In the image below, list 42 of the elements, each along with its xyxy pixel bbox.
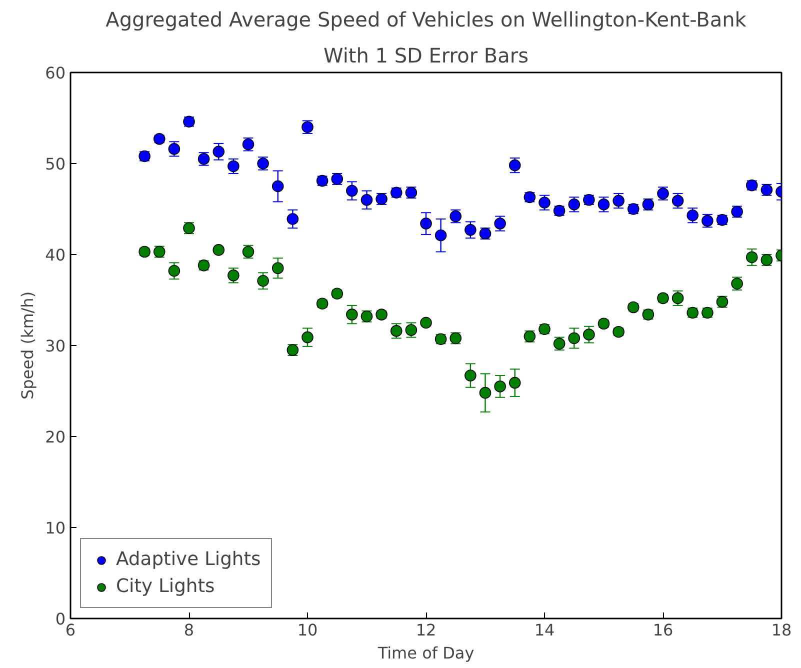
point bbox=[583, 328, 595, 340]
point bbox=[568, 332, 580, 344]
point bbox=[302, 331, 314, 344]
point bbox=[479, 386, 492, 399]
chart-subtitle: With 1 SD Error Bars bbox=[323, 44, 529, 68]
y-tick-label: 10 bbox=[45, 518, 66, 538]
y-tick-label: 60 bbox=[45, 64, 66, 82]
point bbox=[346, 184, 358, 197]
y-tick-label: 20 bbox=[45, 428, 66, 446]
point bbox=[494, 380, 506, 392]
chart-title: Aggregated Average Speed of Vehicles on Wellington-Kent-Bank bbox=[106, 8, 747, 32]
point bbox=[212, 244, 225, 256]
point bbox=[434, 230, 447, 242]
point bbox=[272, 180, 284, 192]
point bbox=[212, 146, 225, 158]
x-tick-label: 6 bbox=[65, 620, 76, 640]
y-tick-label: 0 bbox=[55, 610, 66, 628]
point bbox=[464, 224, 476, 236]
y-axis-title: Speed (km/h) bbox=[18, 291, 38, 400]
y-tick-label: 50 bbox=[45, 154, 66, 174]
point bbox=[272, 262, 284, 274]
point bbox=[360, 194, 373, 206]
point bbox=[420, 316, 432, 329]
legend-label: Adaptive Lights bbox=[116, 549, 261, 570]
point bbox=[464, 370, 476, 382]
point bbox=[420, 218, 432, 230]
x-tick-label: 8 bbox=[184, 620, 194, 640]
point bbox=[168, 264, 180, 277]
legend-label: City Lights bbox=[116, 576, 215, 597]
point bbox=[286, 213, 299, 225]
x-tick-label: 12 bbox=[416, 620, 436, 640]
x-tick-label: 18 bbox=[771, 620, 792, 640]
y-tick-label: 30 bbox=[45, 336, 66, 356]
y-tick-label: 40 bbox=[45, 246, 66, 264]
point bbox=[257, 275, 269, 287]
point bbox=[346, 308, 358, 320]
point bbox=[508, 376, 521, 389]
x-tick-label: 14 bbox=[534, 620, 555, 640]
x-tick-label: 10 bbox=[297, 620, 318, 640]
x-tick-label: 16 bbox=[652, 620, 674, 640]
point bbox=[746, 251, 758, 264]
x-axis-title: Time of Day bbox=[376, 644, 474, 662]
